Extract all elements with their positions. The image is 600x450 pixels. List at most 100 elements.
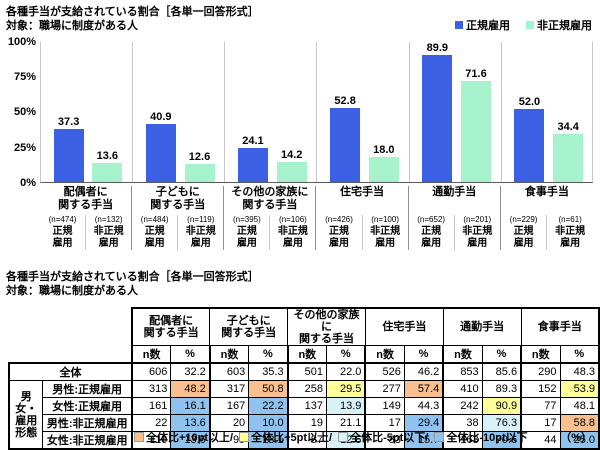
- chart-group: 89.9 71.6: [410, 42, 502, 182]
- bar-value-label: 14.2: [280, 148, 303, 161]
- hiseiki-color-swatch-icon: [526, 21, 534, 29]
- chart-group: 52.0 34.4: [502, 42, 594, 182]
- series-name-label: 非正規 雇用: [555, 226, 586, 249]
- table-cell-n: 137: [286, 397, 328, 415]
- series-name-label: 正規 雇用: [144, 226, 165, 249]
- table-cell-n: 313: [130, 380, 172, 398]
- table-cell-pct: 90.9: [481, 397, 522, 415]
- bar-value-label: 71.6: [465, 68, 487, 81]
- series-name-label: 非正規 雇用: [462, 226, 493, 249]
- subheader-pct: %: [248, 345, 289, 364]
- y-axis-tick-100: 100%: [7, 36, 36, 48]
- legend-item-minus10: 全体比-10pt以下: [428, 429, 528, 445]
- n-count-label: (n=132): [94, 215, 123, 224]
- subheader-pct: %: [326, 345, 366, 364]
- table-cell-pct: 22.0: [326, 362, 366, 381]
- category-label: 食事手当: [524, 186, 569, 198]
- x-label-group: 子どもに 関する手当 (n=484) 正規 雇用 (n=119) 非正規 雇用: [132, 186, 225, 250]
- subheader-pct: %: [559, 345, 600, 364]
- n-count-label: (n=119): [187, 215, 215, 224]
- table-cell-pct: 46.2: [403, 362, 444, 381]
- table-cell-n: 149: [364, 397, 405, 415]
- x-label-group: 住宅手当 (n=426) 正規 雇用 (n=100) 非正規 雇用: [316, 186, 409, 250]
- bar-chart-plot-area: 37.3 13.6 40.9 12.6 24.1 14.2 52.8 18.0 89.9 71.6…: [40, 42, 593, 183]
- minus10-color-swatch-icon: [434, 432, 445, 442]
- x-sub-column: (n=132) 非正規 雇用: [86, 215, 131, 250]
- x-label-group: 通勤手当 (n=652) 正規 雇用 (n=201) 非正規 雇用: [409, 186, 501, 250]
- row-label: 男性:非正規雇用: [42, 414, 133, 432]
- series-name-label: 正規 雇用: [236, 226, 257, 249]
- legend-item-hiseiki: 非正規雇用: [526, 17, 592, 33]
- subheader-pct: %: [481, 345, 522, 364]
- table-cell-pct: 13.9: [326, 397, 366, 415]
- n-count-label: (n=474): [48, 215, 77, 224]
- column-group-header: 配偶者に 関する手当: [130, 307, 211, 346]
- table-cell-pct: 48.1: [559, 397, 600, 415]
- seiki-color-swatch-icon: [455, 21, 463, 29]
- series-name-label: 正規 雇用: [421, 226, 442, 249]
- n-count-label: (n=100): [371, 215, 399, 224]
- bar-value-label: 37.3: [57, 116, 80, 129]
- x-sub-column: (n=100) 非正規 雇用: [363, 215, 408, 250]
- series-name-label: 非正規 雇用: [93, 226, 124, 249]
- column-group-header: その他の家族に 関する手当: [287, 307, 366, 346]
- bar-非正規雇用: [553, 133, 584, 182]
- bar-value-label: 52.0: [518, 95, 541, 108]
- chart-group: 24.1 14.2: [225, 42, 318, 182]
- legend-item-seiki: 正規雇用: [455, 17, 510, 33]
- table-cell-pct: 85.6: [481, 362, 522, 381]
- table-corner-spacer: [9, 346, 132, 364]
- y-axis-tick-0: 0%: [20, 177, 36, 189]
- column-group-header: 食事手当: [520, 307, 600, 346]
- table-cell-pct: 21.1: [326, 414, 366, 432]
- table-cell-pct: 35.3: [248, 362, 289, 381]
- table-cell-n: 853: [442, 362, 483, 381]
- table-cell-n: 38: [442, 414, 483, 432]
- bar-value-label: 40.9: [150, 111, 172, 124]
- column-group-header: 子どもに 関する手当: [209, 307, 289, 346]
- table-title: 各種手当が支給されている割合［各単一回答形式］: [6, 271, 259, 283]
- series-name-label: 正規 雇用: [329, 226, 349, 249]
- bar-value-label: 12.6: [188, 151, 211, 164]
- series-name-label: 非正規 雇用: [277, 226, 308, 249]
- subheader-n: n数: [442, 345, 483, 364]
- table-cell-n: 317: [208, 380, 250, 398]
- table-cell-pct: 29.4: [403, 414, 444, 432]
- table-cell-n: 501: [286, 362, 328, 381]
- table-corner-spacer: [9, 308, 132, 346]
- table-cell-pct: 16.1: [170, 397, 211, 415]
- bar-正規雇用: [145, 124, 176, 182]
- x-label-group: 配偶者に 関する手当 (n=474) 正規 雇用 (n=132) 非正規 雇用: [40, 186, 133, 250]
- x-sub-column: (n=395) 正規 雇用: [224, 215, 271, 250]
- category-label: その他の家族に 関する手当: [231, 186, 309, 211]
- table-cell-n: 152: [520, 380, 561, 398]
- table-cell-n: 242: [442, 397, 483, 415]
- bar-value-label: 24.1: [242, 135, 264, 148]
- bar-value-label: 13.6: [96, 149, 119, 162]
- column-group-header: 通勤手当: [442, 307, 522, 346]
- table-cell-pct: 48.2: [170, 380, 211, 398]
- table-cell-n: 17: [364, 414, 405, 432]
- table-cell-n: 277: [364, 380, 405, 398]
- table-cell-pct: 32.2: [170, 362, 211, 381]
- bar-非正規雇用: [184, 164, 215, 182]
- subheader-n: n数: [208, 345, 250, 364]
- bar-value-label: 52.8: [334, 94, 356, 107]
- table-cell-pct: 29.5: [326, 380, 366, 398]
- plus5-color-swatch-icon: [239, 432, 250, 442]
- series-name-label: 非正規 雇用: [185, 226, 216, 249]
- x-sub-column: (n=474) 正規 雇用: [40, 215, 87, 250]
- table-cell-pct: 48.3: [559, 362, 600, 381]
- n-count-label: (n=229): [509, 215, 538, 224]
- table-cell-pct: 22.2: [248, 397, 289, 415]
- table-cell-pct: 89.3: [481, 380, 522, 398]
- table-cell-pct: 13.6: [170, 414, 211, 432]
- n-count-label: (n=652): [417, 215, 446, 224]
- x-sub-column: (n=106) 非正規 雇用: [270, 215, 315, 250]
- table-subtitle: 対象：職場に制度がある人: [6, 285, 138, 297]
- table-cell-n: 258: [286, 380, 328, 398]
- bar-正規雇用: [330, 107, 361, 182]
- table-cell-n: 161: [130, 397, 172, 415]
- bar-正規雇用: [53, 129, 84, 182]
- category-label: 通勤手当: [432, 186, 477, 198]
